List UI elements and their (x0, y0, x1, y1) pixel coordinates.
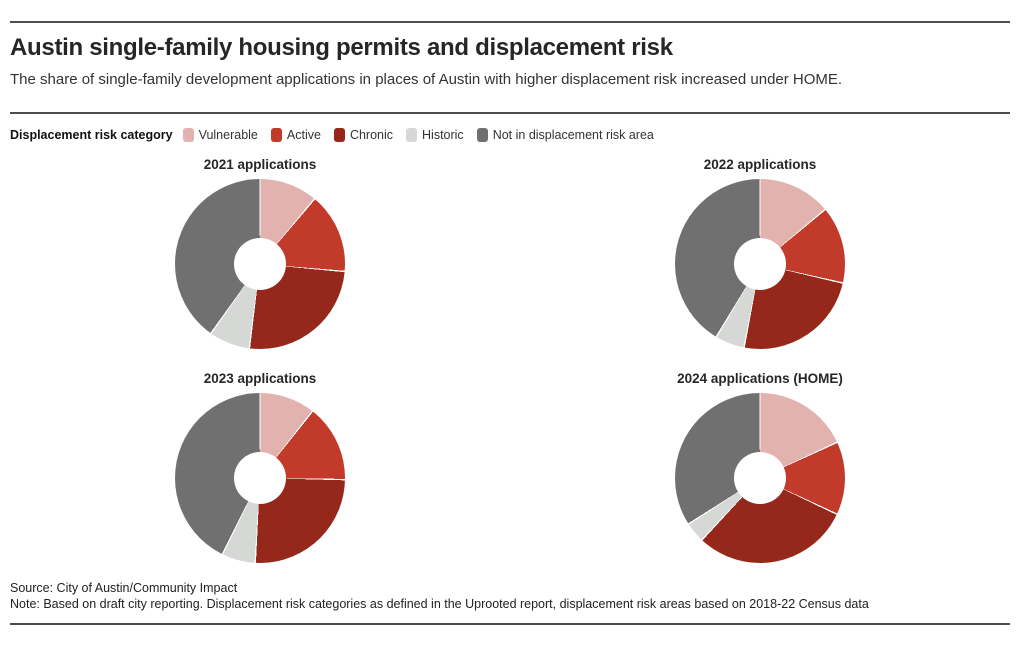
legend-swatch-active (270, 127, 282, 142)
header-divider (10, 112, 1010, 114)
donut-hole (734, 452, 786, 504)
legend-item-label: Chronic (349, 127, 394, 142)
chart-title-2023: 2023 applications (203, 371, 317, 386)
legend-swatch-not-in-risk-area (476, 127, 488, 142)
legend-item-label: Vulnerable (198, 127, 258, 142)
footer-source: Source: City of Austin/Community Impact (10, 581, 238, 595)
donut-chart-2023 (175, 393, 345, 563)
donut-chart-2022 (675, 179, 845, 349)
chart-title-2021: 2021 applications (203, 157, 317, 172)
chart-cell-2022: 2022 applications (510, 157, 1010, 349)
legend-title: Displacement risk category (10, 127, 173, 142)
legend-item-not-in-risk-area: Not in displacement risk area (476, 127, 654, 142)
legend-item-label: Not in displacement risk area (492, 127, 654, 142)
donut-hole (234, 238, 286, 290)
legend-swatch-chronic (333, 127, 345, 142)
legend-item-vulnerable: Vulnerable (182, 127, 258, 142)
chart-title-2022: 2022 applications (703, 157, 817, 172)
page-subtitle: The share of single-family development a… (10, 71, 843, 88)
footer-note: Note: Based on draft city reporting. Dis… (10, 597, 869, 611)
legend-swatch-historic (406, 127, 418, 142)
chart-footer: Source: City of Austin/Community Impact … (10, 580, 1010, 612)
legend-swatch-vulnerable (182, 127, 194, 142)
legend-item-chronic: Chronic (333, 127, 394, 142)
chart-cell-2024: 2024 applications (HOME) (510, 371, 1010, 563)
donut-chart-2024 (675, 393, 845, 563)
legend-item-label: Active (286, 127, 321, 142)
chart-title-2024: 2024 applications (HOME) (677, 371, 843, 386)
chart-page: Austin single-family housing permits and… (0, 21, 1020, 671)
chart-cell-2023: 2023 applications (10, 371, 510, 563)
chart-cell-2021: 2021 applications (10, 157, 510, 349)
donut-chart-2021 (175, 179, 345, 349)
bottom-divider (10, 623, 1010, 625)
chart-grid: 2021 applications 2022 applications 2023… (10, 157, 1010, 563)
donut-hole (234, 452, 286, 504)
legend-item-active: Active (270, 127, 321, 142)
page-title: Austin single-family housing permits and… (10, 34, 673, 61)
legend-item-historic: Historic (406, 127, 464, 142)
legend-item-label: Historic (422, 127, 464, 142)
top-divider (10, 21, 1010, 23)
donut-hole (734, 238, 786, 290)
chart-legend: Displacement risk category Vulnerable Ac… (10, 126, 1010, 143)
